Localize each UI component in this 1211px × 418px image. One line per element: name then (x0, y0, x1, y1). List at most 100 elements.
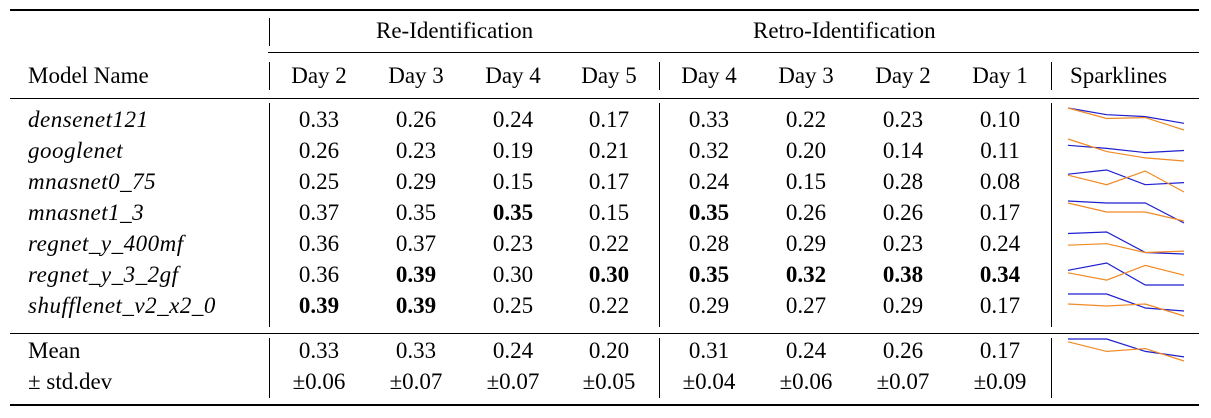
score-cell: 0.36 (298, 231, 340, 256)
score-cell: 0.29 (395, 169, 437, 194)
score-cell: 0.15 (492, 169, 534, 194)
score-cell: 0.08 (979, 169, 1021, 194)
sparkline (1067, 138, 1185, 162)
std-cell: ±0.06 (779, 369, 833, 394)
sparkline (1067, 262, 1185, 286)
score-cell: 0.23 (882, 107, 924, 132)
mean-label: Mean (28, 338, 81, 363)
score-cell: 0.25 (298, 169, 340, 194)
group-reid-header: Re-Identification (376, 18, 534, 43)
score-cell: 0.39 (395, 293, 437, 318)
score-cell: 0.28 (688, 231, 730, 256)
std-cell: ±0.05 (582, 369, 636, 394)
sparkline-retro (1067, 138, 1185, 162)
separator-model-body (269, 103, 270, 327)
column-header-day: Day 4 (681, 63, 737, 88)
header-rule (10, 98, 1199, 99)
model-name: mnasnet0_75 (28, 169, 157, 194)
separator-model-mean (269, 338, 270, 398)
score-cell: 0.17 (588, 107, 630, 132)
score-cell: 0.24 (688, 169, 730, 194)
column-header-day: Day 4 (485, 63, 541, 88)
score-cell: 0.27 (785, 293, 827, 318)
mean-cell: 0.33 (395, 338, 437, 363)
score-cell: 0.38 (882, 262, 924, 287)
column-header-day: Day 3 (778, 63, 834, 88)
score-cell: 0.11 (980, 138, 1020, 163)
sparkline (1067, 231, 1185, 255)
score-cell: 0.10 (979, 107, 1021, 132)
model-name: regnet_y_400mf (28, 231, 184, 256)
sparkline-reid (1067, 144, 1185, 154)
sparkline (1067, 169, 1185, 193)
column-model-header: Model Name (28, 63, 149, 88)
sparkline-retro (1067, 202, 1185, 222)
score-cell: 0.19 (492, 138, 534, 163)
score-cell: 0.14 (882, 138, 924, 163)
score-cell: 0.29 (882, 293, 924, 318)
column-sparklines-header: Sparklines (1070, 63, 1168, 88)
score-cell: 0.25 (492, 293, 534, 318)
group-rule (268, 52, 1199, 53)
score-cell: 0.15 (785, 169, 827, 194)
sparkline-retro (1067, 243, 1185, 254)
mean-rule (10, 333, 1199, 334)
score-cell: 0.35 (688, 200, 730, 225)
sparkline-retro (1067, 264, 1185, 281)
sparkline-reid (1068, 338, 1185, 358)
sparkline (1067, 200, 1185, 224)
score-cell: 0.23 (492, 231, 534, 256)
std-cell: ±0.06 (292, 369, 346, 394)
score-cell: 0.23 (395, 138, 437, 163)
sparkline (1067, 293, 1185, 317)
mean-cell: 0.20 (588, 338, 630, 363)
model-name: googlenet (28, 138, 124, 163)
mean-cell: 0.33 (298, 338, 340, 363)
sparkline-retro (1067, 107, 1185, 131)
separator-spark-mean (1051, 338, 1052, 398)
std-label: ± std.dev (28, 369, 113, 394)
separator-spark-body (1051, 103, 1052, 327)
score-cell: 0.22 (588, 293, 630, 318)
std-cell: ±0.07 (486, 369, 540, 394)
separator-groups-h (659, 62, 660, 90)
column-header-day: Day 1 (972, 63, 1028, 88)
separator-groups-mean (659, 338, 660, 398)
std-cell: ±0.04 (682, 369, 736, 394)
score-cell: 0.26 (882, 200, 924, 225)
column-header-day: Day 2 (875, 63, 931, 88)
score-cell: 0.39 (395, 262, 437, 287)
score-cell: 0.24 (492, 107, 534, 132)
score-cell: 0.17 (979, 293, 1021, 318)
score-cell: 0.17 (979, 200, 1021, 225)
separator-spark-h (1051, 62, 1052, 90)
score-cell: 0.28 (882, 169, 924, 194)
sparkline-retro (1067, 170, 1185, 193)
score-cell: 0.37 (395, 231, 437, 256)
score-cell: 0.35 (492, 200, 534, 225)
score-cell: 0.35 (688, 262, 730, 287)
score-cell: 0.17 (588, 169, 630, 194)
mean-cell: 0.24 (785, 338, 827, 363)
column-header-day: Day 5 (581, 63, 637, 88)
score-cell: 0.22 (588, 231, 630, 256)
score-cell: 0.37 (298, 200, 340, 225)
score-cell: 0.39 (298, 293, 340, 318)
score-cell: 0.33 (688, 107, 730, 132)
separator-model (269, 18, 270, 46)
mean-cell: 0.17 (979, 338, 1021, 363)
model-name: densenet121 (28, 107, 149, 132)
group-retro-header: Retro-Identification (753, 18, 936, 43)
sparkline-reid (1067, 231, 1185, 255)
model-name: mnasnet1_3 (28, 200, 145, 225)
sparkline-reid (1068, 293, 1185, 312)
sparkline-reid (1067, 262, 1184, 286)
separator-groups-body (659, 103, 660, 327)
model-name: shufflenet_v2_x2_0 (28, 293, 216, 318)
score-cell: 0.20 (785, 138, 827, 163)
std-cell: ±0.09 (973, 369, 1027, 394)
score-cell: 0.26 (395, 107, 437, 132)
top-rule (10, 9, 1199, 11)
score-cell: 0.22 (785, 107, 827, 132)
score-cell: 0.32 (785, 262, 827, 287)
